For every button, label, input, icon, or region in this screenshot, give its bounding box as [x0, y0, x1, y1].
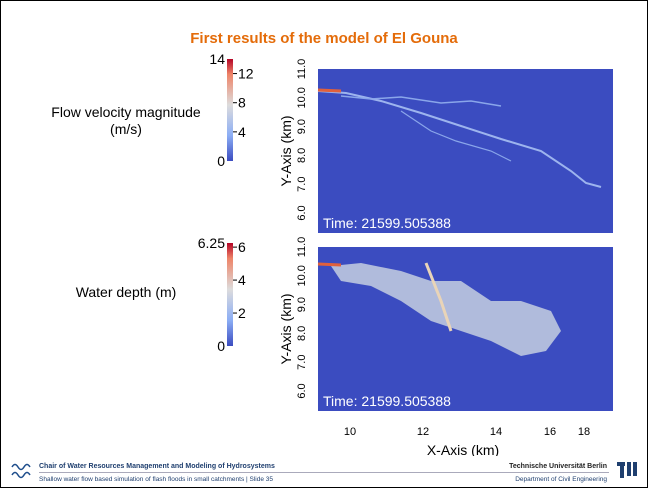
tu-logo [615, 459, 639, 483]
colorbar [227, 243, 233, 346]
y-tick-label: 6.0 [296, 383, 308, 398]
map [318, 69, 613, 411]
y-tick-label: 8.0 [296, 326, 308, 341]
logo [11, 461, 31, 481]
colorbar-tick-label: 2 [238, 305, 246, 321]
footer: Chair of Water Resources Management and … [1, 456, 647, 487]
time-label: Time: 21599.505388 [323, 393, 451, 409]
footer-rule [39, 472, 609, 473]
colorbar-tick-label: 4 [238, 124, 246, 140]
x-axis-label: X-Axis (km) [427, 442, 499, 456]
colorbar-min: 0 [217, 153, 225, 169]
y-tick-label: 11.0 [296, 237, 308, 258]
y-tick-label: 6.0 [296, 205, 308, 220]
footer-department: Department of Civil Engineering [515, 476, 607, 483]
time-label: Time: 21599.505388 [323, 215, 451, 231]
colorbar-tick-label: 12 [238, 66, 254, 82]
colorbar-max: 6.25 [198, 235, 225, 251]
y-tick-label: 8.0 [296, 148, 308, 163]
y-tick-label: 10.0 [296, 265, 308, 286]
colorbar-min: 0 [217, 338, 225, 354]
colorbar-tick-label: 4 [238, 272, 246, 288]
colorbar-max: 14 [209, 51, 225, 67]
x-tick-label: 14 [490, 426, 502, 438]
footer-subtitle: Shallow water flow based simulation of f… [39, 476, 273, 483]
slide: First results of the model of El Gouna F… [0, 0, 648, 488]
y-axis-label: Y-Axis (km) [278, 293, 294, 364]
colorbar-tick-label: 8 [238, 95, 246, 111]
x-tick-label: 12 [417, 426, 429, 438]
x-tick-label: 18 [578, 426, 590, 438]
footer-university: Technische Universität Berlin [509, 463, 607, 470]
plots: 14 0 12 8 4 11.0 10.0 9.0 8.0 7.0 6.0 Y-Axis (km) Ti… [1, 1, 647, 456]
y-axis-label: Y-Axis (km) [278, 115, 294, 186]
y-tick-label: 9.0 [296, 297, 308, 312]
x-tick-label: 10 [344, 426, 356, 438]
x-tick-label: 16 [544, 426, 556, 438]
colorbar-tick-label: 6 [238, 239, 246, 255]
y-tick-label: 7.0 [296, 177, 308, 192]
colorbar [227, 59, 233, 161]
y-tick-label: 10.0 [296, 87, 308, 108]
y-tick-label: 7.0 [296, 355, 308, 370]
footer-chair: Chair of Water Resources Management and … [39, 463, 275, 470]
y-tick-label: 11.0 [296, 59, 308, 80]
y-tick-label: 9.0 [296, 119, 308, 134]
